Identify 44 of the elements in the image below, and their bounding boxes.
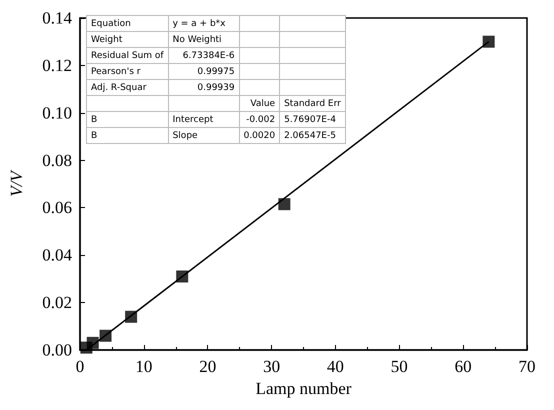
annotation: No Weighti bbox=[168, 32, 240, 48]
x-tick-label: 10 bbox=[135, 357, 152, 376]
x-tick-label: 70 bbox=[518, 357, 536, 376]
annotation: Slope bbox=[168, 128, 240, 144]
annotation: Pearson's r bbox=[86, 64, 168, 80]
point bbox=[482, 36, 495, 48]
y-tick-label: 0.06 bbox=[42, 198, 72, 218]
annotation: Adj. R-Squar bbox=[86, 80, 168, 96]
y-tick-label: 0.04 bbox=[42, 246, 72, 265]
x-tick-label: 50 bbox=[390, 357, 408, 376]
annotation: Standard Err bbox=[280, 96, 346, 112]
y-tick-label: 0.08 bbox=[42, 150, 72, 170]
y-tick-label: 0.14 bbox=[42, 8, 72, 28]
annotation: 0.99975 bbox=[168, 64, 240, 80]
annotation: y = a + b*x bbox=[168, 16, 240, 32]
point bbox=[100, 330, 112, 342]
annotation: 0.0020 bbox=[239, 128, 280, 144]
annotation: B bbox=[86, 112, 168, 128]
annotation: -0.002 bbox=[239, 112, 280, 128]
annotation: B bbox=[86, 128, 168, 144]
y-tick-label: 0.00 bbox=[42, 340, 72, 360]
y-tick-label: 0.12 bbox=[42, 56, 72, 75]
annotation: Intercept bbox=[168, 112, 240, 128]
annotation: Value bbox=[239, 96, 280, 112]
annotation: 0.99939 bbox=[168, 80, 240, 96]
x-tick-label: 20 bbox=[199, 357, 216, 376]
point bbox=[86, 336, 99, 349]
annotation: 6.73384E-6 bbox=[168, 48, 240, 64]
point bbox=[176, 270, 188, 282]
x-tick-label: 60 bbox=[454, 357, 472, 376]
y-tick-label: 0.02 bbox=[42, 293, 72, 312]
point bbox=[278, 198, 290, 210]
x-tick-label: 30 bbox=[263, 357, 280, 376]
annotation: 2.06547E-5 bbox=[280, 128, 346, 144]
y-axis-title: V/V bbox=[7, 168, 26, 197]
x-tick-label: 40 bbox=[326, 357, 344, 376]
x-axis-title: Lamp number bbox=[256, 379, 352, 398]
annotation: Equation bbox=[86, 16, 168, 32]
annotation: Residual Sum of bbox=[86, 48, 168, 64]
x-tick-label: 0 bbox=[76, 357, 84, 376]
y-tick-label: 0.10 bbox=[42, 103, 72, 122]
annotation: Weight bbox=[86, 32, 168, 48]
point bbox=[125, 310, 138, 323]
annotation: 5.76907E-4 bbox=[280, 112, 346, 128]
